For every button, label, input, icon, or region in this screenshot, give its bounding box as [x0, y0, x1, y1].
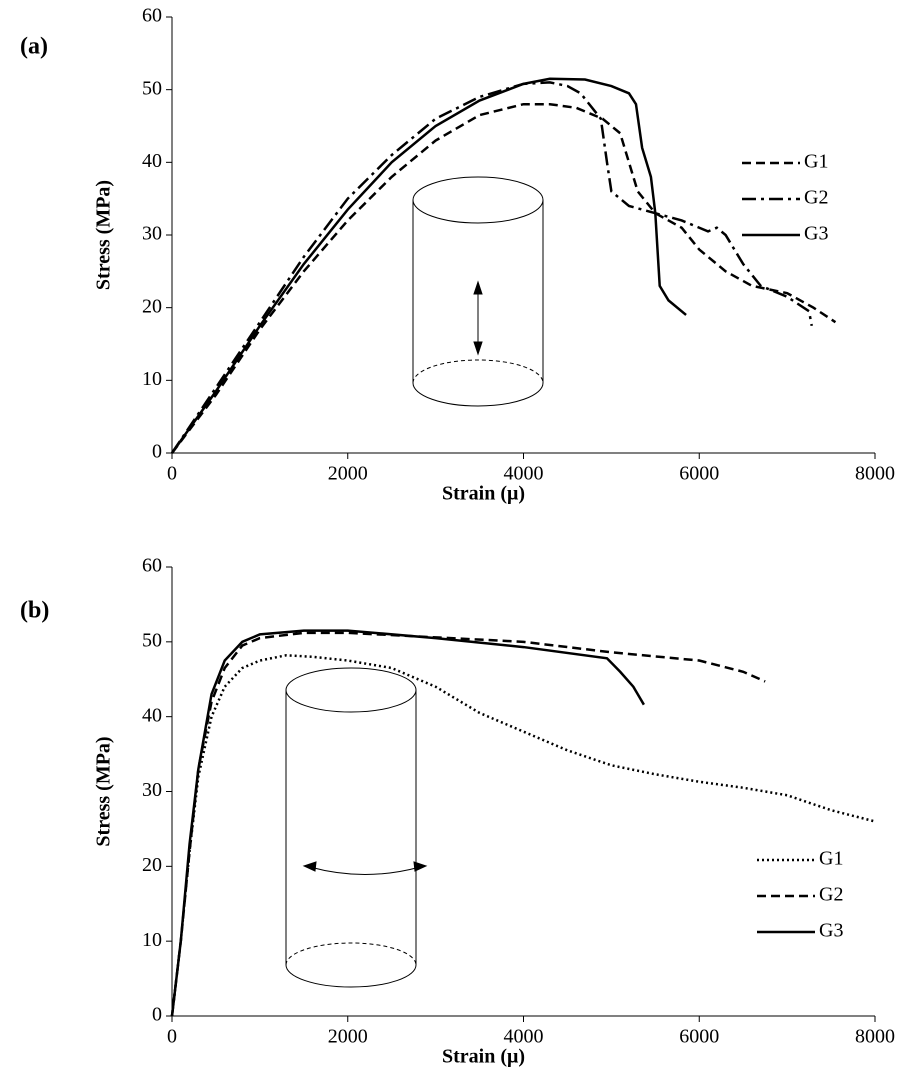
cylinder-inset-b [285, 667, 428, 988]
y-tick-label: 30 [142, 779, 162, 801]
y-tick-label: 50 [142, 77, 162, 99]
data-line [170, 631, 766, 1017]
data-line [170, 81, 813, 454]
data-line [170, 654, 876, 1017]
y-tick-label: 0 [152, 1004, 162, 1026]
legend-label: G2 [804, 187, 828, 209]
x-tick-label: 2000 [328, 1026, 368, 1048]
legend-label: G3 [804, 223, 828, 245]
data-line [170, 629, 645, 1017]
x-tick-label: 2000 [328, 463, 368, 485]
panel-label: (a) [20, 34, 48, 60]
legend-label: G1 [804, 151, 828, 173]
y-tick-label: 10 [142, 368, 162, 390]
x-axis-label: Strain (μ) [442, 1046, 525, 1068]
x-tick-label: 6000 [679, 1026, 719, 1048]
y-tick-label: 0 [152, 441, 162, 463]
x-tick-label: 8000 [855, 1026, 895, 1048]
x-tick-label: 0 [167, 1026, 177, 1048]
y-tick-label: 20 [142, 295, 162, 317]
y-tick-label: 50 [142, 629, 162, 651]
x-tick-label: 4000 [504, 1026, 544, 1048]
x-tick-label: 4000 [504, 463, 544, 485]
legend-label: G2 [819, 884, 843, 906]
y-axis-label: Stress (MPa) [93, 736, 115, 846]
x-tick-label: 8000 [855, 463, 895, 485]
y-tick-label: 60 [142, 5, 162, 27]
y-tick-label: 20 [142, 854, 162, 876]
y-tick-label: 40 [142, 150, 162, 172]
data-line [170, 77, 687, 454]
y-axis-label: Stress (MPa) [93, 180, 115, 290]
y-tick-label: 10 [142, 929, 162, 951]
x-tick-label: 6000 [679, 463, 719, 485]
y-tick-label: 60 [142, 555, 162, 577]
legend-label: G1 [819, 848, 843, 870]
legend-label: G3 [819, 920, 843, 942]
y-tick-label: 40 [142, 704, 162, 726]
cylinder-inset-a [412, 176, 544, 407]
x-tick-label: 0 [167, 463, 177, 485]
y-tick-label: 30 [142, 223, 162, 245]
data-line [171, 102, 837, 454]
x-axis-label: Strain (μ) [442, 483, 525, 505]
panel-label: (b) [20, 598, 49, 624]
